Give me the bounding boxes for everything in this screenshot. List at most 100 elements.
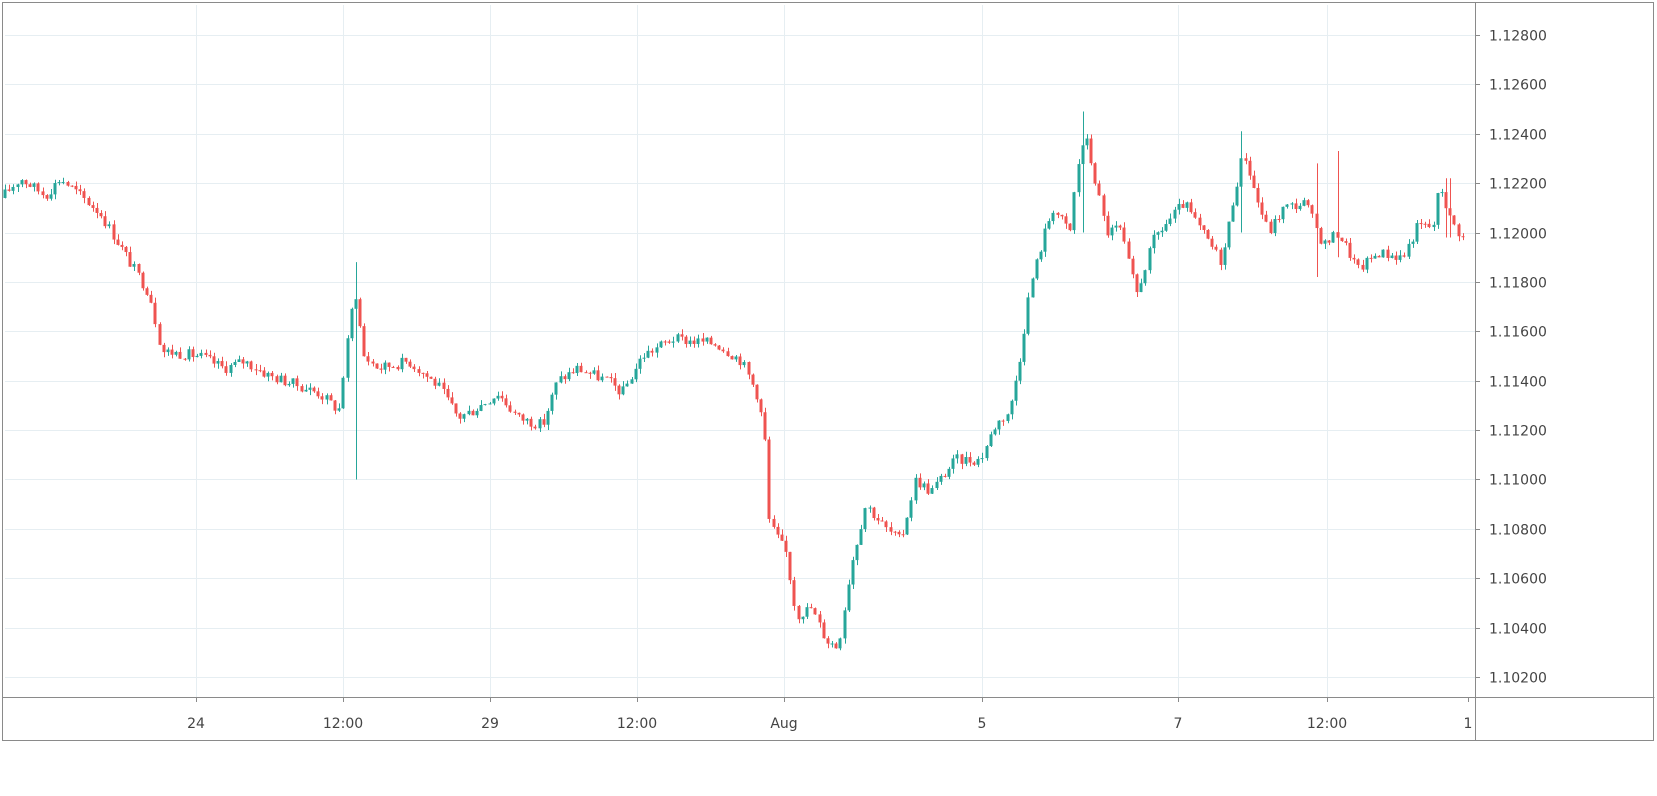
candle-body-down (358, 299, 362, 327)
candle-body-down (99, 212, 103, 217)
candle-body-up (676, 334, 680, 342)
candle-body-up (947, 468, 951, 477)
candle-body-up (642, 357, 646, 359)
candle-body-up (1373, 255, 1377, 259)
candle-body-up (1239, 158, 1243, 187)
candle-body-down (375, 363, 379, 369)
candle-body-down (149, 294, 153, 303)
candle-body-down (834, 643, 838, 649)
candle-body-down (87, 197, 91, 206)
candle-body-down (1193, 212, 1197, 218)
candle-body-down (1361, 264, 1365, 270)
candle-body-down (596, 370, 600, 381)
candle-body-down (1427, 223, 1431, 228)
candle-body-down (1457, 224, 1461, 237)
candle-body-up (625, 383, 629, 387)
y-tick-label: 1.10400 (1489, 622, 1547, 638)
candle-body-down (91, 205, 95, 208)
candle-body-up (11, 186, 15, 191)
candle-body-up (475, 410, 479, 416)
candle-body-up (838, 638, 842, 649)
candle-body-down (1356, 259, 1360, 265)
candle-body-up (1365, 257, 1369, 270)
candle-body-down (713, 344, 717, 346)
candle-body-up (437, 382, 441, 386)
candle-body-down (442, 382, 446, 389)
candle-body-down (333, 400, 337, 411)
candle-body-down (1181, 204, 1185, 208)
candle-body-down (371, 361, 375, 364)
candle-body-down (141, 272, 145, 289)
candle-body-up (671, 341, 675, 343)
candle-body-down (74, 185, 78, 190)
candle-body-up (187, 349, 191, 360)
candle-body-up (696, 338, 700, 344)
candle-body-up (868, 507, 872, 509)
candle-body-down (1248, 160, 1252, 176)
candle-body-up (989, 434, 993, 447)
candle-body-down (1327, 240, 1331, 243)
candle-body-down (763, 412, 767, 440)
candle-body-up (638, 358, 642, 369)
candle-body-down (926, 483, 930, 494)
candle-body-up (993, 429, 997, 435)
candle-body-down (1377, 255, 1381, 258)
candle-body-up (20, 180, 24, 185)
candle-body-up (914, 477, 918, 501)
candle-body-up (705, 337, 709, 342)
x-tick-label: 12:00 (617, 716, 657, 732)
candle-body-down (120, 244, 124, 247)
candle-body-down (28, 184, 32, 187)
candle-body-down (504, 398, 508, 406)
candle-body-down (889, 527, 893, 532)
candle-body-up (935, 481, 939, 489)
candle-body-down (212, 356, 216, 364)
candle-body-down (112, 224, 116, 240)
candle-body-down (275, 376, 279, 383)
chart-frame (2, 2, 1654, 741)
candle-body-up (1440, 192, 1444, 194)
candle-body-up (550, 394, 554, 411)
candle-body-down (1315, 213, 1319, 229)
candle-body-down (1093, 163, 1097, 184)
candle-body-down (701, 338, 705, 342)
candle-body-up (1302, 200, 1306, 206)
candle-body-down (204, 352, 208, 355)
candle-body-up (1085, 138, 1089, 146)
candle-body-down (471, 410, 475, 416)
candle-body-down (421, 372, 425, 374)
candle-body-down (396, 366, 400, 370)
candle-body-up (1223, 247, 1227, 265)
candle-body-up (462, 414, 466, 419)
candle-body-down (391, 366, 395, 368)
candle-body-up (621, 386, 625, 395)
x-tick-label: 1 (1464, 716, 1473, 732)
candle-body-up (830, 643, 834, 645)
y-tick-label: 1.12400 (1489, 128, 1547, 144)
candle-body-down (137, 263, 141, 273)
candle-body-down (1089, 138, 1093, 164)
candle-body-down (1444, 192, 1448, 209)
candle-body-down (1336, 232, 1340, 238)
candle-body-down (584, 372, 588, 374)
candle-body-up (57, 182, 61, 184)
candle-body-down (316, 391, 320, 397)
candle-body-up (1281, 206, 1285, 220)
candle-body-up (805, 607, 809, 617)
candle-body-down (220, 361, 224, 367)
candle-body-down (667, 341, 671, 343)
candle-body-up (688, 340, 692, 345)
candle-body-down (1102, 195, 1106, 216)
candle-body-down (158, 324, 162, 345)
candle-body-down (329, 395, 333, 401)
candle-body-up (559, 376, 563, 383)
candle-body-down (884, 521, 888, 528)
candle-body-down (684, 336, 688, 345)
x-tick-label: 5 (978, 716, 987, 732)
candle-body-down (82, 191, 86, 198)
candle-body-up (354, 299, 358, 309)
candle-body-down (588, 372, 592, 374)
candle-body-up (304, 389, 308, 392)
candle-body-up (567, 372, 571, 380)
candle-body-down (458, 413, 462, 419)
